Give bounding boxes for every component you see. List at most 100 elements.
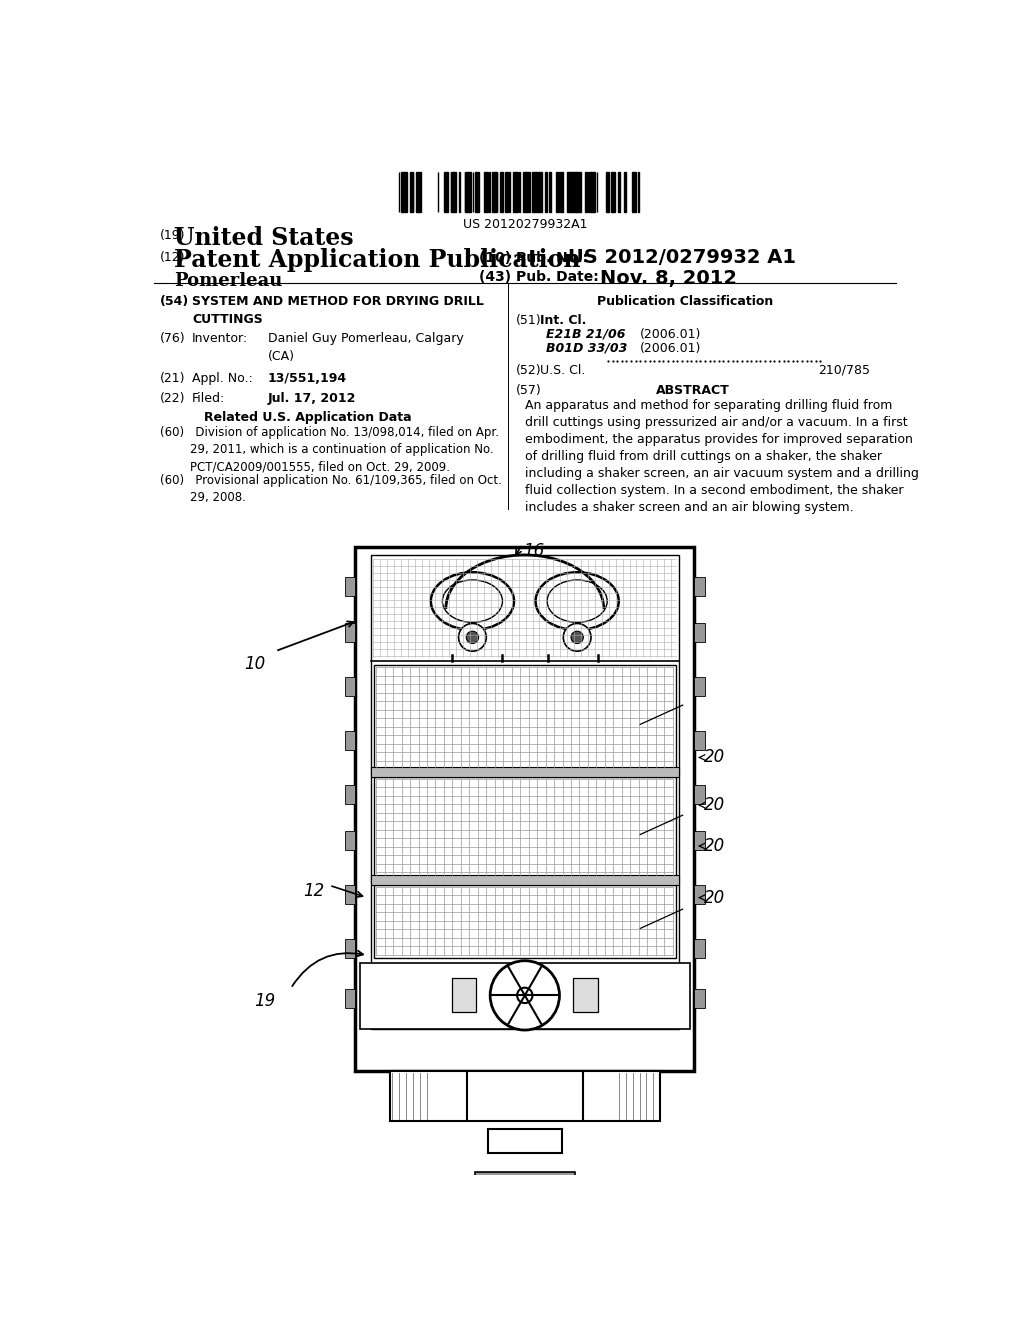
Text: (2006.01): (2006.01)	[640, 342, 701, 355]
Text: (12): (12)	[160, 251, 185, 264]
Bar	[445, 173, 447, 213]
Bar	[573, 978, 598, 1012]
Text: 20: 20	[705, 748, 725, 767]
Text: An apparatus and method for separating drilling fluid from
drill cuttings using : An apparatus and method for separating d…	[524, 400, 919, 515]
Text: (57): (57)	[515, 384, 542, 397]
Bar	[694, 623, 705, 642]
Bar	[694, 677, 705, 696]
Text: 16: 16	[523, 543, 545, 560]
Bar	[345, 832, 355, 850]
Bar	[345, 989, 355, 1007]
Bar	[549, 173, 550, 213]
Bar	[345, 785, 355, 804]
Text: U.S. Cl.: U.S. Cl.	[541, 364, 586, 378]
Bar	[505, 173, 506, 213]
Bar	[404, 173, 408, 213]
Ellipse shape	[536, 573, 618, 630]
Bar	[400, 173, 402, 213]
Bar	[694, 731, 705, 750]
Bar	[475, 173, 476, 213]
Bar	[355, 548, 694, 1071]
Text: 19: 19	[254, 991, 275, 1010]
Circle shape	[466, 631, 478, 644]
Circle shape	[490, 961, 559, 1030]
Bar	[371, 554, 679, 1028]
Text: (60)   Division of application No. 13/098,014, filed on Apr.
        29, 2011, w: (60) Division of application No. 13/098,…	[160, 426, 499, 474]
Bar	[556, 173, 559, 213]
Bar	[374, 665, 676, 770]
Bar	[617, 173, 621, 213]
Text: Related U.S. Application Data: Related U.S. Application Data	[204, 411, 412, 424]
Bar	[593, 173, 594, 213]
Text: Patent Application Publication: Patent Application Publication	[174, 248, 581, 272]
Bar	[613, 173, 615, 213]
Text: (51): (51)	[515, 314, 542, 327]
Bar	[588, 173, 591, 213]
Bar	[519, 173, 520, 213]
Text: Appl. No.:: Appl. No.:	[193, 372, 253, 384]
Text: 20: 20	[705, 888, 725, 907]
Bar	[417, 173, 419, 213]
Text: Daniel Guy Pomerleau, Calgary
(CA): Daniel Guy Pomerleau, Calgary (CA)	[267, 331, 464, 363]
Text: US 2012/0279932 A1: US 2012/0279932 A1	[568, 248, 796, 267]
Bar	[465, 173, 467, 213]
Text: Nov. 8, 2012: Nov. 8, 2012	[600, 269, 737, 288]
Text: E21B 21/06: E21B 21/06	[547, 327, 626, 341]
Text: 12: 12	[303, 882, 325, 900]
Text: Int. Cl.: Int. Cl.	[541, 314, 587, 327]
Text: Pomerleau: Pomerleau	[174, 272, 282, 290]
Text: Publication Classification: Publication Classification	[597, 294, 773, 308]
Bar	[459, 173, 460, 213]
Bar	[560, 173, 563, 213]
Bar	[345, 731, 355, 750]
Bar	[390, 1071, 659, 1121]
Bar	[694, 785, 705, 804]
Text: (54): (54)	[160, 294, 189, 308]
Bar	[476, 173, 479, 213]
Text: Filed:: Filed:	[193, 392, 225, 405]
Text: 210/785: 210/785	[818, 364, 869, 378]
Text: Inventor:: Inventor:	[193, 331, 248, 345]
Bar	[345, 623, 355, 642]
Text: (19): (19)	[160, 230, 185, 243]
Bar	[568, 173, 570, 213]
Bar	[420, 173, 421, 213]
Bar	[694, 832, 705, 850]
Circle shape	[563, 623, 591, 651]
Bar	[345, 577, 355, 595]
Bar	[566, 173, 568, 213]
Bar	[374, 776, 676, 876]
Bar	[345, 677, 355, 696]
Bar	[591, 173, 593, 213]
Bar	[536, 173, 539, 213]
Text: ABSTRACT: ABSTRACT	[655, 384, 729, 397]
Bar	[534, 173, 536, 213]
Bar	[410, 173, 413, 213]
Bar	[475, 1172, 574, 1184]
Bar	[606, 173, 608, 213]
Text: 20: 20	[705, 796, 725, 814]
Bar	[573, 173, 575, 213]
Text: US 20120279932A1: US 20120279932A1	[463, 218, 587, 231]
Bar	[452, 173, 454, 213]
Bar	[527, 173, 529, 213]
Bar	[694, 577, 705, 595]
Bar	[469, 173, 471, 213]
Text: B01D 33/03: B01D 33/03	[547, 342, 628, 355]
Bar	[570, 173, 573, 213]
Text: (10) Pub. No.:: (10) Pub. No.:	[478, 251, 588, 265]
Bar	[509, 173, 510, 213]
Bar	[360, 964, 689, 1028]
Bar	[516, 173, 518, 213]
Bar	[638, 173, 639, 213]
Bar	[546, 173, 547, 213]
Bar	[694, 886, 705, 904]
Bar	[523, 173, 524, 213]
Bar	[694, 940, 705, 958]
Text: 20: 20	[705, 837, 725, 855]
Text: Jul. 17, 2012: Jul. 17, 2012	[267, 392, 356, 405]
Bar	[468, 173, 469, 213]
Bar	[374, 884, 676, 958]
Bar	[694, 989, 705, 1007]
Bar	[484, 173, 487, 213]
